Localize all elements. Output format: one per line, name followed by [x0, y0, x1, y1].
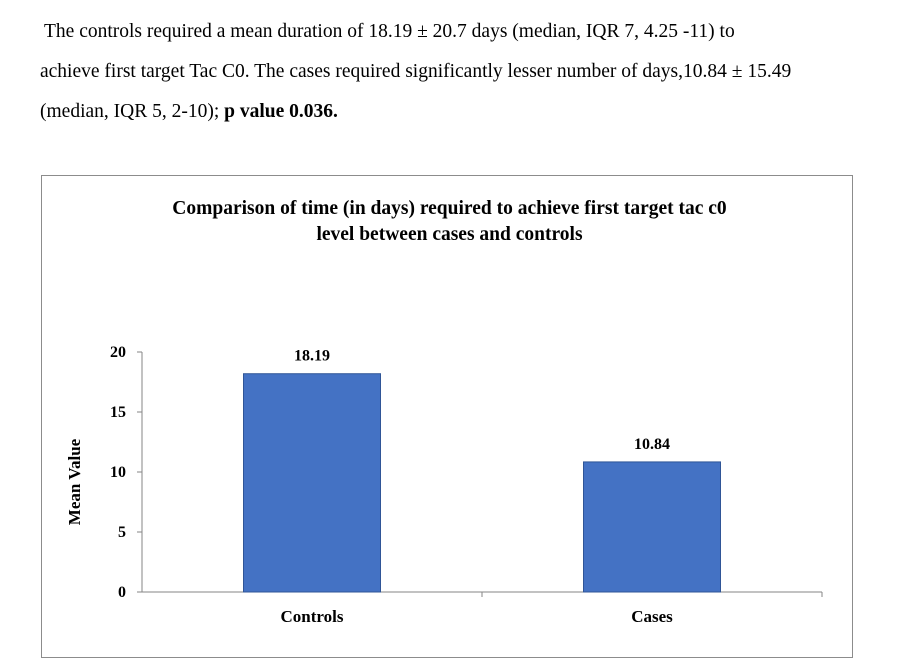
data-label-cases: 10.84: [634, 436, 670, 453]
paragraph-line-3: (median, IQR 5, 2-10); p value 0.036.: [40, 92, 890, 132]
body-paragraph: The controls required a mean duration of…: [40, 12, 890, 132]
x-tick-label-cases: Cases: [631, 607, 673, 626]
chart-title-line-2: level between cases and controls: [316, 224, 583, 245]
chart-title: Comparison of time (in days) required to…: [0, 196, 899, 248]
data-label-controls: 18.19: [294, 348, 330, 365]
x-tick-label-controls: Controls: [281, 607, 344, 626]
y-tick-label: 0: [118, 584, 126, 601]
y-tick-label: 20: [110, 344, 126, 361]
bar-cases: [583, 461, 721, 593]
y-axis-title: Mean Value: [65, 438, 84, 525]
chart-title-line-1: Comparison of time (in days) required to…: [172, 198, 727, 219]
paragraph-line-3-text: (median, IQR 5, 2-10);: [40, 101, 225, 122]
paragraph-line-2: achieve first target Tac C0. The cases r…: [40, 61, 792, 82]
p-value-text: p value 0.036.: [224, 101, 338, 122]
y-tick-label: 15: [110, 404, 126, 421]
y-tick-label: 5: [118, 524, 126, 541]
chart-frame: [41, 175, 853, 658]
paragraph-line-1: The controls required a mean duration of…: [44, 21, 735, 42]
y-tick-label: 10: [110, 464, 126, 481]
bar-controls: [243, 373, 381, 593]
